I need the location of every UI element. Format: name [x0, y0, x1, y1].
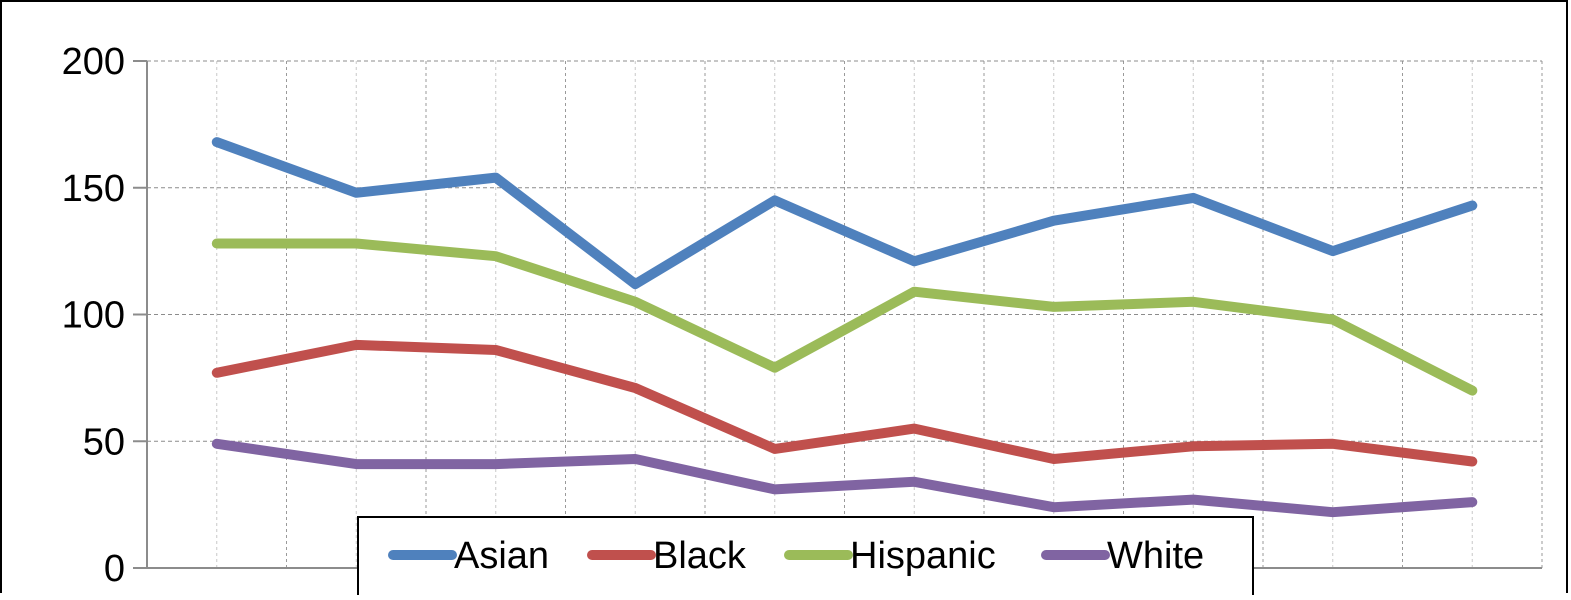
y-tick-label: 100 — [62, 295, 125, 337]
y-tick-label: 150 — [62, 168, 125, 210]
y-tick-label: 0 — [104, 548, 125, 590]
series-line-asian — [211, 137, 1478, 290]
legend-label-asian: Asian — [454, 535, 549, 577]
series-layer — [211, 137, 1478, 518]
grid-layer — [147, 60, 1543, 568]
legend-label-black: Black — [653, 535, 747, 577]
legend-label-hispanic: Hispanic — [850, 535, 996, 577]
legend: Asian Black Hispanic White — [357, 516, 1254, 598]
legend-label-white: White — [1107, 535, 1204, 577]
series-line-hispanic — [211, 238, 1478, 396]
series-line-white — [211, 438, 1478, 518]
series-line-black — [211, 339, 1478, 467]
y-tick-label: 200 — [62, 41, 125, 83]
y-tick-label: 50 — [83, 421, 125, 463]
